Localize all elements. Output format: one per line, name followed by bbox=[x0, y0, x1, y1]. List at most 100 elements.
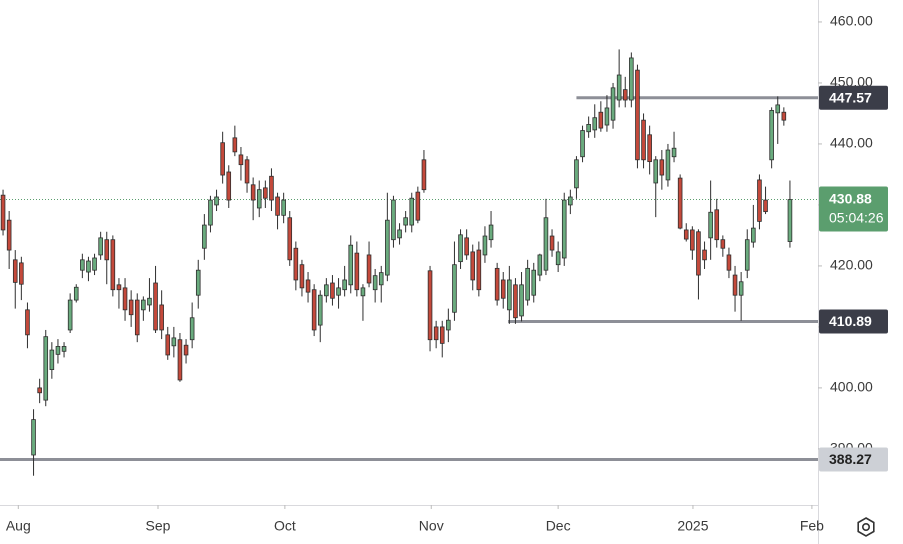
candle bbox=[555, 241, 561, 273]
candle-body bbox=[708, 211, 713, 239]
candle-body bbox=[482, 235, 488, 256]
candle bbox=[568, 189, 573, 215]
candle bbox=[641, 113, 646, 169]
candle bbox=[330, 275, 335, 306]
level-label: 447.57 bbox=[829, 89, 872, 105]
candle-body bbox=[415, 191, 421, 221]
candle bbox=[281, 192, 286, 224]
candle-body bbox=[677, 177, 683, 229]
candle bbox=[452, 241, 457, 321]
candle bbox=[659, 150, 665, 190]
candle-body bbox=[61, 346, 67, 352]
candle bbox=[738, 272, 744, 321]
settings-icon[interactable] bbox=[857, 517, 875, 537]
candle-body bbox=[580, 130, 585, 158]
candle-body bbox=[147, 297, 152, 306]
candle bbox=[55, 339, 61, 364]
candle-body bbox=[141, 299, 146, 311]
candle-body bbox=[55, 346, 61, 355]
candle bbox=[348, 235, 354, 294]
candle bbox=[671, 131, 677, 163]
level-label: 410.89 bbox=[829, 313, 872, 329]
candle bbox=[433, 320, 439, 349]
candle bbox=[635, 64, 640, 169]
candle-body bbox=[696, 231, 701, 276]
candle bbox=[37, 378, 42, 404]
last-price-label-bg bbox=[819, 186, 888, 232]
candle bbox=[439, 320, 445, 358]
candle bbox=[458, 229, 463, 269]
candle-body bbox=[641, 119, 646, 161]
candle-body bbox=[37, 387, 42, 394]
candle-body bbox=[177, 339, 183, 381]
level-label-bg bbox=[819, 447, 888, 472]
candle-body bbox=[391, 199, 396, 241]
candle-body bbox=[269, 175, 274, 201]
settings-button[interactable] bbox=[857, 517, 875, 537]
candle bbox=[616, 49, 622, 108]
candle-body bbox=[598, 111, 604, 129]
candle bbox=[751, 204, 756, 248]
candle-body bbox=[409, 197, 415, 226]
candle-body bbox=[250, 184, 256, 201]
candle-body bbox=[586, 124, 591, 133]
candle-body bbox=[763, 199, 768, 213]
candle-body bbox=[665, 149, 671, 181]
candle-body bbox=[263, 187, 268, 199]
candle bbox=[12, 250, 18, 309]
candle bbox=[232, 125, 238, 157]
candle bbox=[470, 244, 476, 291]
candle bbox=[427, 265, 433, 352]
candle bbox=[269, 168, 274, 212]
candle-body bbox=[653, 159, 659, 184]
candle-body bbox=[12, 259, 18, 283]
y-tick-label: 420.00 bbox=[830, 257, 873, 273]
candle bbox=[73, 284, 79, 303]
candle bbox=[507, 265, 512, 324]
candle-body bbox=[439, 326, 445, 344]
candle-body bbox=[671, 147, 677, 158]
candle-body bbox=[769, 109, 774, 161]
candle bbox=[488, 211, 494, 248]
x-tick-label: 2025 bbox=[677, 518, 708, 534]
candle bbox=[757, 174, 762, 230]
candle bbox=[543, 198, 549, 276]
candle-body bbox=[281, 199, 286, 216]
candle bbox=[690, 226, 695, 260]
settings-icon-center[interactable] bbox=[861, 522, 871, 532]
candle-body bbox=[537, 254, 543, 276]
candle bbox=[763, 186, 768, 215]
candle bbox=[696, 229, 701, 300]
candle bbox=[354, 241, 360, 297]
candle bbox=[683, 223, 689, 242]
candle bbox=[104, 231, 110, 285]
candle-body bbox=[31, 419, 36, 456]
candle-body bbox=[555, 251, 561, 266]
candle bbox=[189, 302, 195, 349]
candle bbox=[195, 259, 201, 309]
candle-body bbox=[732, 274, 738, 296]
candle bbox=[43, 329, 49, 407]
candle bbox=[153, 265, 158, 334]
y-tick-label: 400.00 bbox=[830, 379, 873, 395]
candle-body bbox=[324, 284, 329, 297]
candle bbox=[220, 131, 225, 184]
candle bbox=[293, 241, 299, 291]
candle bbox=[391, 195, 396, 248]
candle-body bbox=[525, 267, 530, 301]
candle bbox=[80, 253, 85, 279]
candle-body bbox=[366, 254, 372, 284]
candle-body bbox=[738, 281, 744, 296]
candle-body bbox=[195, 269, 201, 296]
candle bbox=[720, 235, 726, 257]
candle-body bbox=[305, 279, 311, 293]
candle-body bbox=[452, 264, 457, 313]
candle bbox=[299, 259, 305, 297]
candle-body bbox=[464, 237, 469, 256]
candle-body bbox=[629, 57, 634, 101]
candle bbox=[0, 189, 6, 236]
candle-body bbox=[244, 159, 250, 184]
candle-body bbox=[299, 264, 305, 289]
candle bbox=[409, 192, 415, 233]
candle-body bbox=[311, 289, 317, 331]
